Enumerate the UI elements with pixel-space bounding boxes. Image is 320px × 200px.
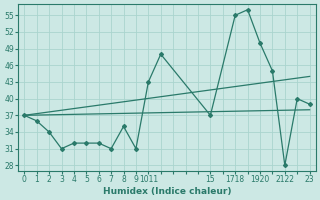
X-axis label: Humidex (Indice chaleur): Humidex (Indice chaleur) — [103, 187, 231, 196]
